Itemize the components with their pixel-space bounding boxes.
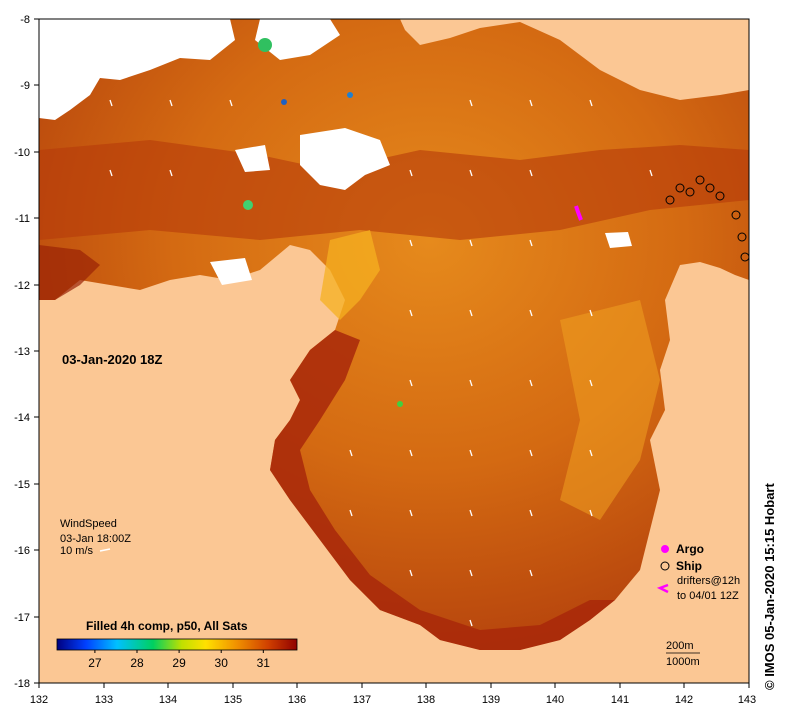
cloud-gap-northwest <box>39 19 235 120</box>
y-tick-label: -9 <box>20 80 30 92</box>
hot-coastal-band <box>270 330 615 650</box>
cloud-gap-coast <box>210 258 252 285</box>
y-tick-label: -12 <box>14 280 30 292</box>
cloud-gap-north <box>255 19 340 60</box>
cool-speck <box>347 92 353 98</box>
colorbar-ticks: 27 28 29 30 31 <box>88 650 270 670</box>
x-tick-label: 137 <box>353 694 371 706</box>
y-tick-label: -17 <box>14 612 30 624</box>
x-tick-label: 140 <box>546 694 564 706</box>
x-tick-label: 136 <box>288 694 306 706</box>
colorbar-tick-label: 28 <box>130 656 144 670</box>
colorbar-tick-label: 29 <box>172 656 186 670</box>
legend-argo: Argo <box>676 542 704 556</box>
colorbar-tick-label: 27 <box>88 656 102 670</box>
drifter-legend-icon <box>656 583 669 594</box>
cool-speck <box>258 38 272 52</box>
wind-title: WindSpeed <box>60 518 117 530</box>
warm-east-band <box>560 300 660 520</box>
colorbar <box>56 638 298 651</box>
cloud-gap-east <box>605 232 632 248</box>
drifter-track <box>574 205 583 221</box>
x-tick-label: 139 <box>482 694 500 706</box>
x-tick-label: 143 <box>738 694 756 706</box>
x-axis-ticks <box>38 683 750 688</box>
ship-markers <box>665 175 749 262</box>
wind-time: 03-Jan 18:00Z <box>60 533 131 545</box>
argo-marker <box>661 545 669 553</box>
y-axis-ticks <box>34 18 39 684</box>
colorbar-tick-label: 30 <box>215 656 229 670</box>
cloud-gap-small <box>235 145 270 172</box>
wind-vectors <box>109 99 653 627</box>
y-tick-label: -18 <box>14 678 30 690</box>
x-tick-label: 138 <box>417 694 435 706</box>
y-tick-label: -13 <box>14 346 30 358</box>
colorbar-tick-label: 31 <box>257 656 271 670</box>
credit-text: © IMOS 05-Jan-2020 15:15 Hobart <box>762 483 777 690</box>
cool-speck <box>281 99 287 105</box>
cloud-gap-central <box>300 128 390 190</box>
y-tick-label: -15 <box>14 479 30 491</box>
map-time-label: 03-Jan-2020 18Z <box>62 352 163 367</box>
contour-1000m-label: 1000m <box>666 656 700 668</box>
y-tick-label: -11 <box>15 213 30 225</box>
colorbar-title: Filled 4h comp, p50, All Sats <box>86 619 248 633</box>
y-tick-label: -14 <box>14 412 30 424</box>
x-tick-label: 133 <box>95 694 113 706</box>
legend-drifters-1: drifters@12h <box>677 575 740 587</box>
x-tick-label: 132 <box>30 694 48 706</box>
legend-ship: Ship <box>676 559 702 573</box>
warm-yellow-patch <box>320 230 380 320</box>
y-tick-label: -10 <box>14 147 30 159</box>
wind-scale-arrow <box>99 548 111 552</box>
hot-north-band <box>39 140 749 240</box>
ship-legend-marker <box>660 561 670 571</box>
wind-scale: 10 m/s <box>60 545 94 557</box>
x-tick-label: 142 <box>675 694 693 706</box>
y-tick-label: -16 <box>14 545 30 557</box>
x-tick-label: 134 <box>159 694 177 706</box>
y-tick-label: -8 <box>20 14 30 26</box>
hot-west-gulf-band <box>39 245 100 300</box>
x-tick-label: 141 <box>611 694 629 706</box>
cool-speck <box>243 200 253 210</box>
cool-speck <box>397 401 403 407</box>
contour-200m-label: 200m <box>666 640 694 652</box>
legend-drifters-2: to 04/01 12Z <box>677 590 739 602</box>
x-tick-label: 135 <box>224 694 242 706</box>
